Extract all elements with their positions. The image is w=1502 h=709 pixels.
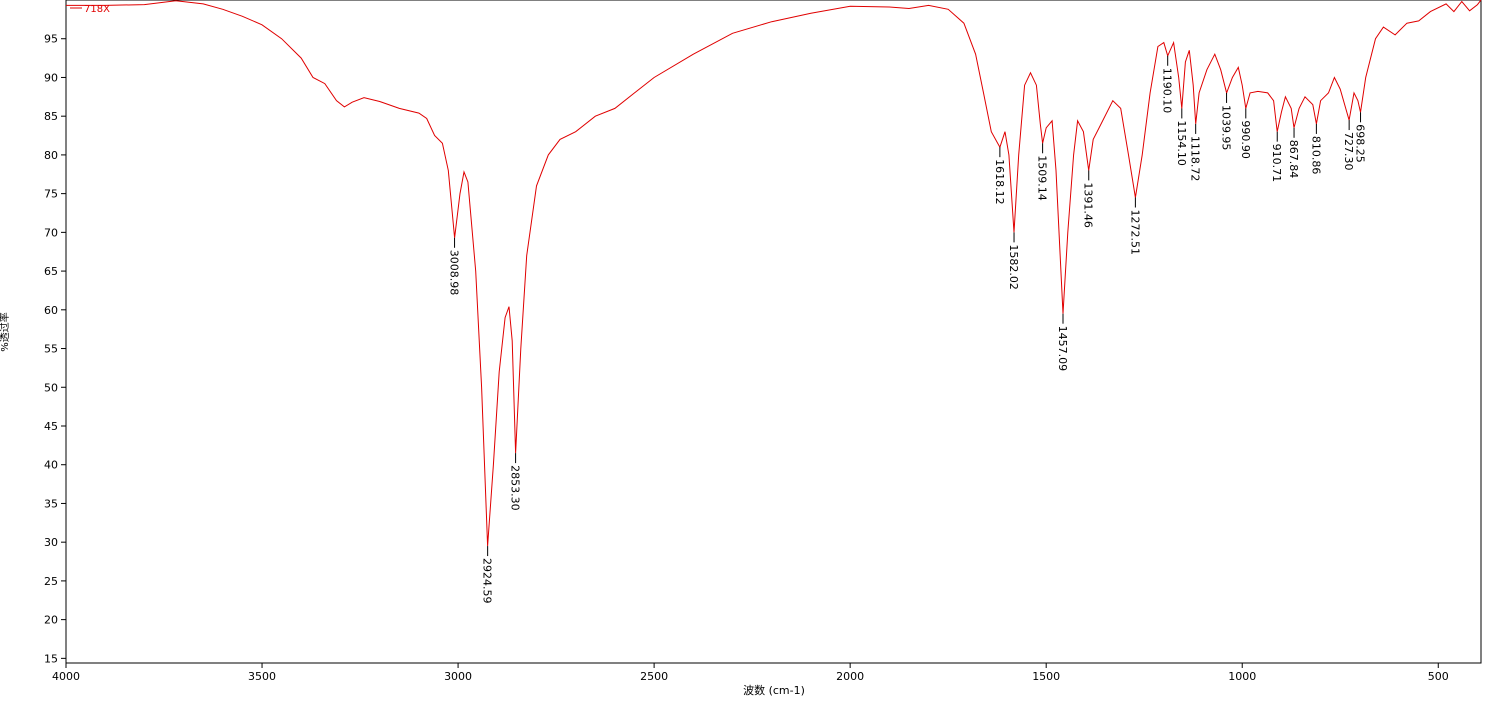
y-tick-label: 50: [44, 381, 58, 394]
x-tick-label: 1000: [1228, 670, 1256, 683]
peak-label: 1618.12: [993, 159, 1006, 205]
peak-label: 810.86: [1309, 136, 1322, 175]
x-tick-label: 4000: [52, 670, 80, 683]
peak-label: 3008.98: [448, 250, 461, 296]
y-tick-label: 35: [44, 497, 58, 510]
y-tick-label: 55: [44, 343, 58, 356]
peak-label: 1509.14: [1036, 155, 1049, 201]
peak-label: 2924.59: [481, 558, 494, 604]
peak-label: 1582.02: [1007, 244, 1020, 289]
x-axis-label: 波数 (cm-1): [743, 684, 805, 697]
plot-frame: [65, 0, 1482, 664]
y-tick-label: 65: [44, 265, 58, 278]
y-tick-label: 90: [44, 71, 58, 84]
x-tick-label: 1500: [1032, 670, 1060, 683]
peak-label: 1272.51: [1128, 210, 1141, 256]
peak-label: 1457.09: [1056, 326, 1069, 372]
y-tick-label: 15: [44, 652, 58, 665]
y-tick-label: 60: [44, 304, 58, 317]
x-tick-label: 2500: [640, 670, 668, 683]
peak-label: 2853.30: [509, 465, 522, 511]
peak-label: 867.84: [1287, 140, 1300, 179]
y-tick-label: 80: [44, 149, 58, 162]
legend-entry: 718X: [84, 4, 110, 15]
y-tick-label: 30: [44, 536, 58, 549]
y-tick-label: 85: [44, 110, 58, 123]
peak-label: 1039.95: [1220, 105, 1233, 151]
x-tick-label: 500: [1428, 670, 1449, 683]
peak-label: 990.90: [1239, 120, 1252, 158]
x-tick-label: 2000: [836, 670, 864, 683]
peak-label: 698.25: [1354, 124, 1367, 163]
peak-label: 1190.10: [1161, 68, 1174, 114]
y-tick-label: 75: [44, 188, 58, 201]
y-tick-label: 70: [44, 226, 58, 239]
x-tick-label: 3500: [248, 670, 276, 683]
y-tick-label: 45: [44, 420, 58, 433]
y-axis-label: %透过率: [0, 312, 11, 352]
peak-label: 1391.46: [1082, 182, 1095, 228]
peak-label: 1154.10: [1175, 120, 1188, 165]
peak-label: 1118.72: [1189, 136, 1202, 182]
y-tick-label: 25: [44, 575, 58, 588]
x-tick-label: 3000: [444, 670, 472, 683]
y-tick-label: 20: [44, 614, 58, 627]
peak-label: 727.30: [1342, 132, 1355, 171]
peak-label: 910.71: [1270, 144, 1283, 183]
y-tick-label: 40: [44, 459, 58, 472]
y-tick-label: 95: [44, 33, 58, 46]
spectrum-line: [66, 0, 1482, 547]
